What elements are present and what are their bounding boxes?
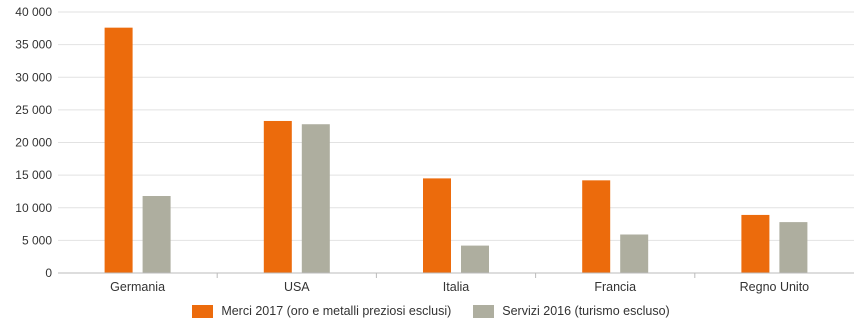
x-tick-label: Francia (594, 280, 636, 294)
legend-swatch-merci (192, 304, 214, 318)
y-tick-label: 10 000 (15, 201, 52, 215)
legend-item-servizi: Servizi 2016 (turismo escluso) (473, 304, 670, 318)
x-tick-label: USA (284, 280, 310, 294)
bars (104, 27, 808, 273)
x-tick-label: Regno Unito (740, 280, 810, 294)
y-tick-label: 30 000 (15, 70, 52, 84)
y-tick-label: 25 000 (15, 103, 52, 117)
bar-francia-series-1 (582, 180, 611, 273)
y-axis-ticks: 0 5 000 10 000 15 000 20 000 25 000 30 000 35 0… (15, 5, 52, 280)
bar-regno-unito-series-1 (741, 214, 770, 273)
y-tick-label: 20 000 (15, 136, 52, 150)
x-tick-label: Germania (110, 280, 165, 294)
bar-usa-series-1 (263, 120, 292, 273)
bar-germania-series-2 (142, 196, 171, 273)
y-tick-label: 35 000 (15, 38, 52, 52)
gridlines (58, 11, 854, 241)
y-tick-label: 5 000 (22, 233, 52, 247)
bar-germania-series-1 (104, 27, 133, 273)
bar-regno-unito-series-2 (779, 222, 808, 273)
x-axis: Germania USA Italia Francia Regno Unito (58, 272, 854, 294)
legend-label-merci: Merci 2017 (oro e metalli preziosi esclu… (221, 304, 452, 318)
y-tick-label: 15 000 (15, 168, 52, 182)
x-tick-label: Italia (443, 280, 469, 294)
bar-italia-series-1 (423, 178, 451, 273)
y-tick-label: 0 (45, 266, 52, 280)
bar-chart: 0 5 000 10 000 15 000 20 000 25 000 30 000 35 0… (15, 5, 854, 294)
bar-usa-series-2 (301, 124, 330, 273)
legend: Merci 2017 (oro e metalli preziosi esclu… (0, 304, 862, 318)
bar-italia-series-2 (461, 245, 489, 273)
legend-label-servizi: Servizi 2016 (turismo escluso) (502, 304, 670, 318)
legend-swatch-servizi (473, 304, 495, 318)
y-tick-label: 40 000 (15, 5, 52, 19)
legend-item-merci: Merci 2017 (oro e metalli preziosi esclu… (192, 304, 451, 318)
bar-francia-series-2 (620, 234, 649, 273)
